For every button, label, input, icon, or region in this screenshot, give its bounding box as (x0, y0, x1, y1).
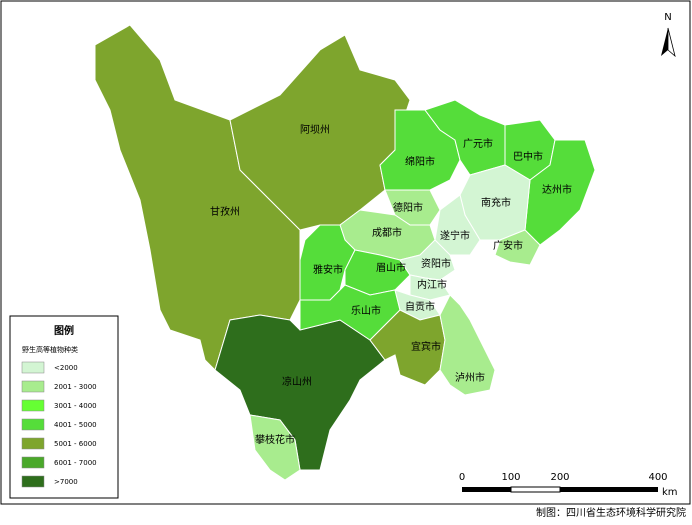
scale-unit: km (662, 487, 678, 498)
region-label: 达州市 (542, 183, 572, 196)
region-label: 乐山市 (351, 304, 381, 317)
scale-label: 0 (459, 472, 465, 483)
map-frame (0, 0, 691, 505)
legend-swatch (21, 475, 45, 488)
region-label: 自贡市 (405, 300, 435, 313)
region-label: 攀枝花市 (255, 433, 295, 446)
north-arrow-left (661, 28, 668, 56)
legend-swatch (21, 361, 45, 374)
legend-title: 图例 (54, 324, 74, 337)
region-label: 宜宾市 (411, 340, 441, 353)
scale-segment (560, 487, 658, 492)
scale-segment (510, 486, 561, 493)
regions (94, 24, 596, 481)
region-label: 广安市 (493, 239, 523, 252)
legend-swatch (21, 399, 45, 412)
region-label: 内江市 (417, 278, 447, 291)
region-dazhou (524, 139, 596, 246)
legend-swatch (21, 456, 45, 469)
region-label: 绵阳市 (405, 155, 435, 168)
region-label: 巴中市 (513, 150, 543, 163)
north-arrow: N (661, 12, 676, 58)
legend-label: <2000 (54, 364, 78, 372)
north-arrow-right (667, 27, 676, 58)
legend-subtitle: 野生高等植物种类 (22, 345, 78, 354)
region-liangshan (214, 314, 386, 471)
region-luzhou (439, 294, 496, 396)
scale-label: 400 (648, 472, 667, 483)
legend-swatch (21, 437, 45, 450)
region-label: 眉山市 (376, 261, 406, 274)
legend-label: 3001 - 4000 (54, 402, 97, 410)
legend-label: 2001 - 3000 (54, 383, 97, 391)
region-label: 凉山州 (282, 375, 312, 388)
region-label: 广元市 (463, 137, 493, 150)
region-label: 泸州市 (455, 371, 485, 384)
legend-label: >7000 (54, 478, 78, 486)
credit: 制图：四川省生态环境科学研究院 (536, 506, 686, 519)
legend-label: 5001 - 6000 (54, 440, 97, 448)
region-label: 遂宁市 (440, 229, 470, 242)
legend-label: 4001 - 5000 (54, 421, 97, 429)
region-label: 甘孜州 (210, 205, 240, 218)
legend-swatch (21, 418, 45, 431)
region-panzhihua (249, 414, 301, 481)
scale-label: 100 (501, 472, 520, 483)
scale-segment (462, 487, 511, 492)
region-guangan (494, 229, 541, 266)
region-label: 阿坝州 (300, 124, 330, 136)
legend: 图例 野生高等植物种类 <2000 2001 - 3000 3001 - 4000 4… (9, 315, 119, 499)
region-label: 成都市 (372, 226, 402, 239)
legend-label: 6001 - 7000 (54, 459, 97, 467)
region-label: 德阳市 (393, 201, 423, 214)
region-label: 南充市 (481, 196, 511, 209)
region-yibin (369, 309, 446, 386)
region-labels: 阿坝州 甘孜州 凉山州 攀枝花市 绵阳市 广元市 巴中市 达州市 南充市 德阳市… (210, 124, 572, 446)
scale-bar: 0 100 200 400 km (459, 472, 678, 498)
region-label: 雅安市 (313, 263, 343, 276)
scale-label: 200 (550, 472, 569, 483)
region-label: 资阳市 (421, 257, 451, 270)
north-label: N (664, 12, 671, 23)
legend-swatch (21, 380, 45, 393)
